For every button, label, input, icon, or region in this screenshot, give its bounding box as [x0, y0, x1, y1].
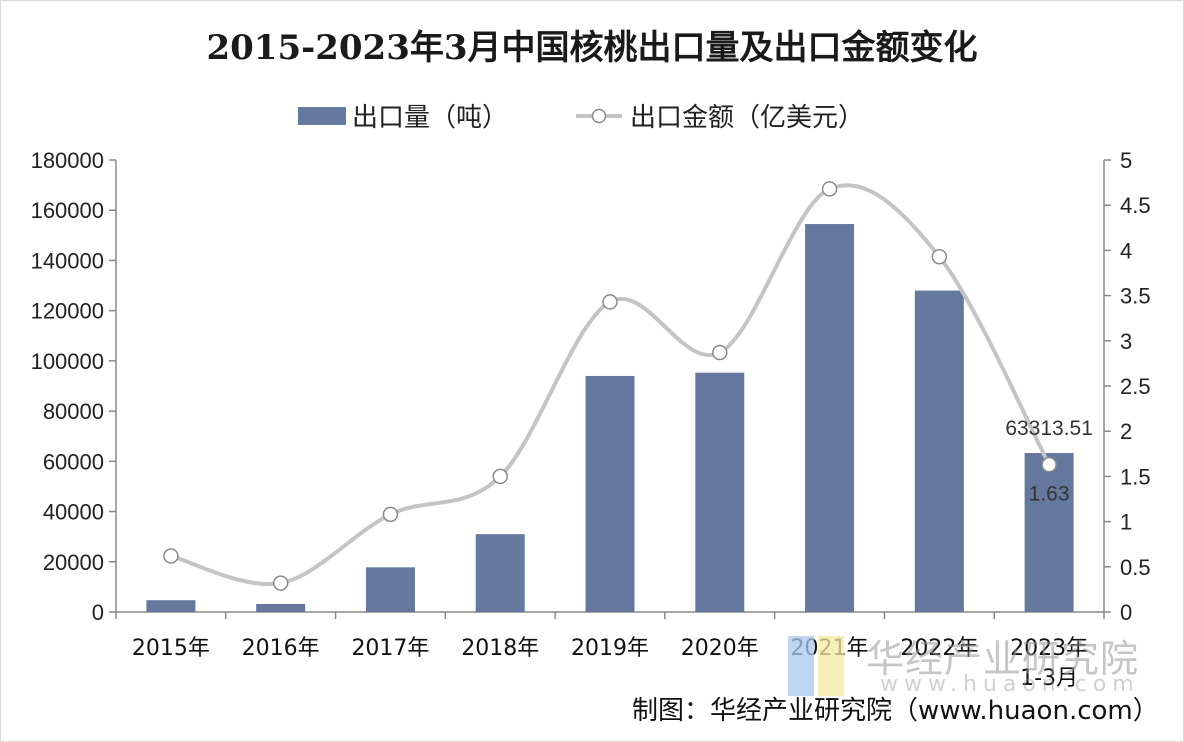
line-point	[931, 248, 948, 265]
line-point	[602, 294, 618, 310]
line-point	[382, 506, 399, 523]
x-tick-label: 2017年	[351, 636, 429, 661]
bar	[585, 375, 635, 612]
line-point	[492, 468, 508, 485]
line-point	[272, 575, 289, 591]
y-right-tick-label: 5	[1120, 148, 1132, 173]
line-series	[163, 181, 1057, 591]
y-right-tick-label: 2	[1120, 419, 1132, 444]
y-right-tick-label: 1.5	[1120, 464, 1151, 489]
legend: 出口量（吨） 出口金额（亿美元）	[298, 103, 864, 133]
watermark-text-en: www.huaon.com	[880, 672, 1140, 697]
watermark-text-cn: 华经产业研究院	[866, 637, 1140, 681]
line-path	[170, 183, 1051, 587]
bar	[146, 600, 196, 612]
legend-line-label: 出口金额（亿美元）	[630, 103, 864, 133]
x-tick-label: 2018年	[461, 636, 539, 661]
y-left-tick-label: 60000	[43, 449, 104, 474]
y-right-tick-label: 4	[1120, 238, 1132, 263]
y-left-tick-label: 160000	[31, 198, 104, 223]
y-left-tick-label: 100000	[31, 349, 104, 374]
bar	[475, 534, 525, 612]
line-point	[712, 344, 728, 361]
bar	[805, 224, 855, 613]
x-tick-label: 2015年	[132, 636, 210, 661]
y-left-tick-label: 140000	[31, 248, 104, 273]
y-right-tick-label: 4.5	[1120, 193, 1151, 218]
x-tick-label: 2019年	[571, 636, 649, 661]
x-tick-label: 2023年	[1010, 636, 1088, 661]
chart-title: 2015-2023年3月中国核桃出口量及出口金额变化	[206, 28, 978, 68]
y-left-tick-label: 120000	[31, 299, 104, 324]
legend-line-marker	[591, 108, 607, 124]
data-label: 1.63	[1029, 483, 1070, 506]
y-left-tick-label: 20000	[43, 550, 104, 575]
bar	[256, 603, 306, 612]
y-right-tick-label: 3	[1120, 329, 1132, 354]
x-tick-label: 2022年	[900, 636, 978, 661]
legend-bar-swatch	[298, 107, 346, 125]
x-tick-label: 1-3月	[1020, 666, 1078, 691]
y-right-tick-label: 1	[1120, 510, 1132, 535]
line-point	[821, 181, 838, 197]
bar-series	[146, 224, 1074, 613]
y-left-tick-label: 0	[92, 600, 104, 625]
data-label: 63313.51	[1005, 417, 1093, 440]
legend-bar-label: 出口量（吨）	[352, 103, 508, 133]
y-right-tick-label: 0.5	[1120, 555, 1151, 580]
data-labels: 63313.51 1.63	[1005, 417, 1093, 506]
source-credit: 制图：华经产业研究院（www.huaon.com）	[632, 696, 1159, 726]
y-left-tick-label: 80000	[43, 399, 104, 424]
x-tick-label: 2016年	[242, 636, 320, 661]
bar	[914, 290, 964, 612]
x-tick-label: 2020年	[681, 636, 759, 661]
line-point	[163, 548, 179, 564]
y-left-tick-label: 180000	[31, 148, 104, 173]
bar	[695, 372, 745, 612]
y-right-tick-label: 0	[1120, 600, 1132, 625]
y-left-tick-label: 40000	[43, 500, 104, 525]
y-right-tick-label: 2.5	[1120, 374, 1151, 399]
bar	[1024, 453, 1074, 612]
bar	[365, 567, 415, 612]
line-point	[1041, 456, 1057, 473]
watermark-logo	[788, 632, 848, 696]
y-right-tick-label: 3.5	[1120, 284, 1151, 309]
